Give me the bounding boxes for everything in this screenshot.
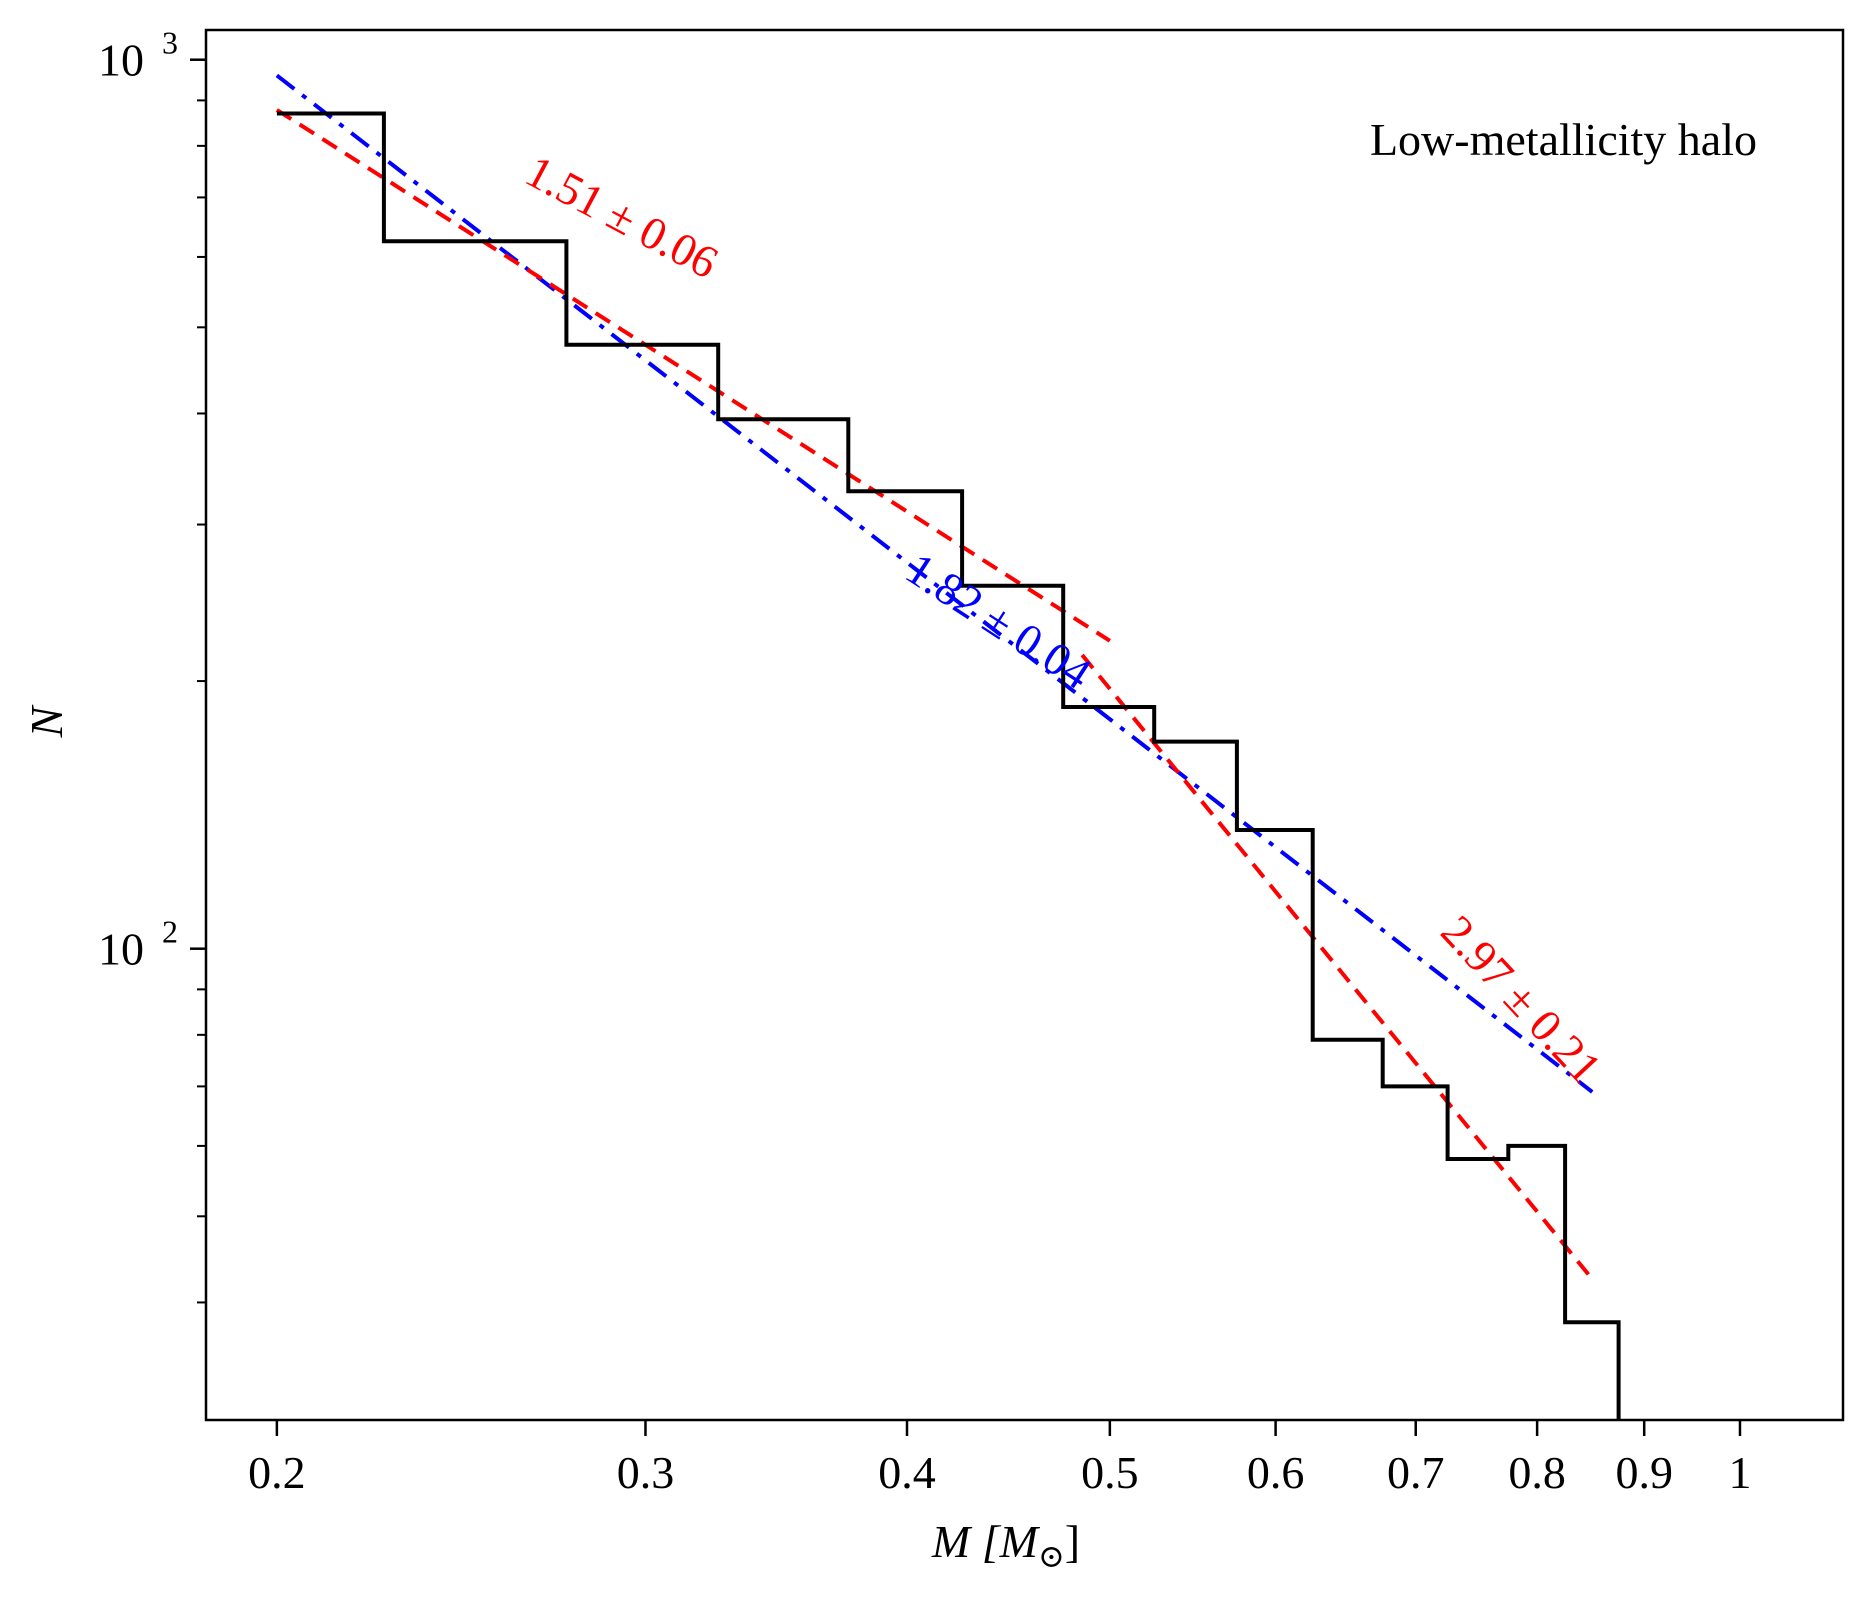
x-tick-label-6: 0.8 (1508, 1447, 1566, 1498)
y-tick-exponent-0: 2 (162, 914, 178, 950)
x-tick-label-5: 0.7 (1387, 1447, 1445, 1498)
y-tick-label-0: 10 (98, 924, 144, 975)
x-tick-label-1: 0.3 (617, 1447, 675, 1498)
annotation-text: Low-metallicity halo (1370, 114, 1757, 165)
ticks-layer: 0.2 0.3 0.4 0.5 0.6 0.7 0.8 0.9 1 10 2 10 3 (98, 25, 1751, 1498)
fit-line-1 (275, 108, 1111, 643)
fit-label-1: 1.82 ± 0.04 (897, 542, 1100, 699)
x-axis-label: M [M⊙] (931, 1516, 1080, 1574)
fit-label-0: 1.51 ± 0.06 (518, 145, 727, 288)
plot-frame (204, 28, 1845, 1422)
x-tick-label-2: 0.4 (878, 1447, 936, 1498)
histogram-layer (276, 111, 1621, 1420)
fit-label-2: 2.97 ± 0.21 (1431, 906, 1611, 1094)
x-tick-label-8: 1 (1728, 1447, 1751, 1498)
y-axis-label: N (21, 704, 72, 738)
fit-line-0 (275, 73, 1594, 1094)
x-tick-label-7: 0.9 (1615, 1447, 1673, 1498)
x-tick-label-3: 0.5 (1081, 1447, 1139, 1498)
y-tick-label-1: 10 (98, 35, 144, 86)
x-tick-label-0: 0.2 (248, 1447, 306, 1498)
histogram-steps (276, 111, 1621, 1420)
x-tick-label-4: 0.6 (1247, 1447, 1305, 1498)
y-tick-exponent-1: 3 (162, 25, 178, 61)
fit-lines-layer (275, 73, 1594, 1281)
